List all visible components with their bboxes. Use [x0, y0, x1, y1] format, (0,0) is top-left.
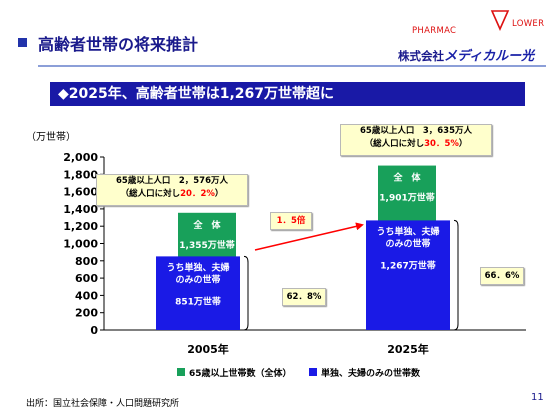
y-tick-label: 1,600	[63, 186, 98, 199]
legend-swatch-total	[177, 368, 185, 376]
legend-swatch-single	[309, 368, 317, 376]
page-number: 11	[531, 392, 544, 403]
share-bracket	[243, 255, 249, 331]
y-tick-label: 800	[75, 255, 98, 268]
bar-single-label-value: 851万世帯	[175, 295, 221, 307]
y-axis-unit-label: （万世帯）	[26, 132, 76, 143]
callout-2005-prefix: （総人口に対し	[120, 189, 181, 199]
callout-2005-line1: 65歳以上人口 2，576万人	[116, 176, 228, 186]
callout-2025-population: 65歳以上人口 3，635万人 （総人口に対し30．5%）	[340, 124, 492, 156]
title-bullet	[18, 38, 27, 47]
callout-2005-pct: 20．2%	[180, 189, 215, 199]
bar-total-label-head: 全 体	[392, 172, 421, 184]
bar-total-label-head: 全 体	[192, 219, 221, 231]
logo-word-lower: LOWER	[512, 19, 545, 29]
company-brand: メディカルー光	[444, 49, 535, 64]
callout-share-2025: 66．6%	[480, 267, 524, 285]
callout-2025-suffix: ）	[458, 139, 468, 149]
y-tick-label: 1,000	[63, 238, 98, 251]
bar-single-label-line2: のみの世帯	[385, 237, 430, 249]
drop-logo-icon	[490, 10, 510, 31]
y-tick-label: 200	[75, 307, 98, 320]
x-tick-label: 2025年	[387, 342, 429, 356]
y-tick-label: 1,200	[63, 220, 98, 233]
share-bracket	[453, 219, 459, 331]
y-tick-label: 400	[75, 289, 98, 302]
header-divider	[38, 65, 546, 67]
callout-2025-line1: 65歳以上人口 3，635万人	[360, 126, 472, 136]
headline-banner: ◆2025年、高齢者世帯は1,267万世帯超に	[50, 82, 525, 106]
bar-single-2025年	[366, 220, 450, 330]
callout-2025-prefix: （総人口に対し	[364, 139, 425, 149]
bar-single-label-line1: うち単独、夫婦	[376, 225, 439, 237]
page-title: 高齢者世帯の将来推計	[38, 35, 199, 54]
logo-word-pharmac: PHARMAC	[412, 26, 457, 36]
bar-single-label-line2: のみの世帯	[175, 273, 220, 285]
bar-total-label-value: 1,355万世帯	[179, 239, 234, 251]
growth-arrow	[254, 222, 364, 251]
bar-total-label-value: 1,901万世帯	[379, 192, 434, 204]
legend-label-total: 65歳以上世帯数（全体）	[189, 369, 292, 379]
callout-2025-line2: （総人口に対し30．5%）	[341, 138, 491, 151]
y-tick-label: 0	[90, 324, 98, 337]
y-tick-label: 1,400	[63, 203, 98, 216]
y-tick-label: 2,000	[63, 151, 98, 164]
callout-2005-line2: （総人口に対し20．2%）	[97, 188, 247, 201]
company-name: 株式会社メディカルー光	[398, 45, 534, 64]
callout-2025-pct: 30．5%	[424, 139, 459, 149]
source-note: 出所：国立社会保障・人口問題研究所	[26, 399, 180, 409]
y-tick-label: 600	[75, 272, 98, 285]
callout-growth: 1．5倍	[270, 212, 312, 230]
callout-2005-population: 65歳以上人口 2，576万人 （総人口に対し20．2%）	[96, 174, 248, 206]
y-tick-label: 1,800	[63, 168, 98, 181]
callout-share-2005: 62．8%	[282, 288, 326, 306]
bar-single-label-value: 1,267万世帯	[380, 259, 435, 271]
legend-label-single: 単独、夫婦のみの世帯数	[321, 369, 421, 379]
bar-single-2005年	[156, 256, 240, 330]
x-tick-label: 2005年	[187, 342, 229, 356]
callout-2005-suffix: ）	[214, 189, 224, 199]
bar-single-label-line1: うち単独、夫婦	[166, 261, 229, 273]
company-prefix: 株式会社	[398, 49, 444, 63]
